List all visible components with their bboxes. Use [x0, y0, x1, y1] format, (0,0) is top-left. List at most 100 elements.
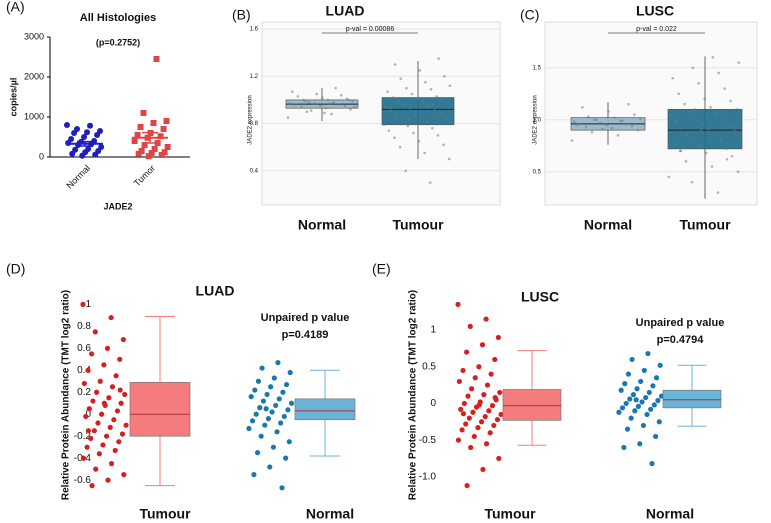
point — [85, 367, 91, 373]
point — [472, 375, 478, 381]
point — [387, 129, 391, 132]
point — [619, 405, 626, 411]
point — [671, 76, 675, 80]
chart-title: LUAD — [326, 3, 365, 19]
point — [657, 362, 663, 368]
point — [290, 90, 294, 93]
point — [286, 116, 290, 119]
point — [460, 367, 466, 374]
point — [140, 110, 147, 116]
point — [92, 151, 99, 158]
point — [447, 157, 451, 161]
annotation: p=0.4189 — [282, 329, 329, 341]
point — [254, 450, 261, 456]
x-tick-label: Normal — [584, 217, 632, 233]
point — [618, 387, 624, 393]
point — [307, 100, 311, 104]
point — [388, 106, 391, 110]
point — [163, 118, 170, 124]
point — [265, 416, 272, 422]
bracket-label: p-val = 0.00086 — [346, 26, 395, 33]
point — [675, 120, 678, 124]
point — [683, 102, 686, 106]
y-axis-label: JADE2 expression — [533, 95, 539, 144]
chart-title: All Histologies — [80, 12, 156, 24]
point — [120, 336, 126, 343]
x-tick-label: Tumour — [679, 217, 731, 233]
point — [737, 61, 741, 64]
point — [100, 442, 106, 448]
point — [446, 102, 450, 105]
point — [604, 123, 608, 127]
error-bar — [77, 140, 93, 147]
y-tick-label: 1.2 — [250, 74, 259, 80]
point — [393, 63, 397, 66]
point — [699, 128, 703, 132]
point — [337, 103, 341, 106]
point — [621, 119, 624, 123]
point — [653, 375, 660, 381]
point — [587, 115, 590, 118]
point — [727, 124, 730, 128]
y-tick-label: 0.4 — [77, 365, 91, 376]
point — [494, 416, 501, 423]
point — [349, 108, 352, 111]
point — [738, 135, 742, 138]
point — [429, 87, 433, 91]
point — [638, 378, 644, 385]
panel-label: (C) — [520, 7, 539, 23]
point — [148, 150, 155, 156]
point — [283, 381, 290, 388]
point — [495, 334, 501, 341]
point — [455, 437, 462, 443]
point — [633, 397, 639, 403]
point — [724, 147, 728, 151]
panel-label: (B) — [232, 7, 251, 23]
point — [622, 381, 628, 387]
point — [581, 105, 584, 109]
point — [332, 100, 335, 104]
point — [252, 387, 258, 393]
point — [399, 77, 403, 80]
point — [424, 80, 427, 84]
point — [101, 362, 107, 368]
point — [431, 126, 434, 130]
point — [96, 451, 102, 457]
point — [673, 118, 677, 122]
point — [285, 407, 291, 413]
box — [662, 389, 722, 409]
point — [458, 406, 464, 412]
point — [406, 124, 410, 128]
point — [710, 165, 714, 168]
point — [84, 129, 91, 136]
point — [268, 384, 274, 390]
point — [416, 97, 419, 101]
point — [492, 394, 498, 401]
point — [440, 98, 444, 102]
point — [257, 405, 263, 411]
point — [107, 424, 113, 430]
point — [733, 128, 736, 132]
point — [459, 427, 465, 433]
point — [428, 181, 432, 184]
point — [288, 400, 295, 406]
y-tick-label: -1.0 — [419, 471, 437, 482]
point — [442, 75, 446, 78]
error-bar — [142, 131, 158, 144]
point — [158, 152, 165, 158]
point — [283, 455, 289, 461]
y-tick-label: 2000 — [24, 71, 44, 81]
point — [479, 342, 486, 348]
point — [271, 375, 277, 381]
point — [483, 316, 489, 322]
point — [262, 422, 268, 428]
x-tick-label: Tumor — [132, 163, 157, 188]
y-tick-label: 0.5 — [422, 361, 436, 372]
point — [438, 111, 442, 115]
point — [304, 99, 307, 103]
point — [386, 90, 389, 93]
x-tick-label: Normal — [65, 163, 93, 191]
point — [347, 98, 351, 102]
y-tick-label: 3000 — [24, 31, 44, 41]
point — [592, 118, 596, 122]
